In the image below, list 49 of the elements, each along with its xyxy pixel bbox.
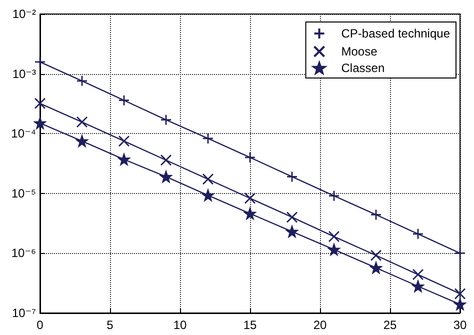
point	[286, 226, 298, 238]
point	[454, 288, 466, 300]
point	[370, 250, 382, 262]
x-tick-label: 25	[383, 318, 397, 332]
point	[370, 262, 382, 274]
legend-label: Moose	[341, 44, 378, 58]
point	[34, 98, 46, 110]
point	[76, 116, 88, 128]
point	[286, 211, 298, 223]
x-tick-label: 20	[313, 318, 327, 332]
point	[160, 171, 172, 182]
point	[370, 209, 382, 220]
point	[244, 192, 256, 204]
x-tick-label: 15	[243, 318, 257, 332]
point	[118, 135, 130, 147]
point	[286, 171, 298, 182]
point	[34, 56, 46, 68]
point	[202, 173, 214, 185]
point	[202, 132, 214, 144]
point	[76, 135, 88, 147]
point	[202, 190, 214, 201]
point	[76, 75, 88, 87]
x-tick-label: 0	[36, 318, 44, 332]
point	[118, 154, 130, 166]
legend-label: Classen	[341, 61, 385, 75]
x-tick-label: 5	[106, 318, 114, 332]
x-tick-label: 10	[173, 318, 187, 332]
y-tick-label: 10⁻⁴	[11, 126, 36, 141]
point	[412, 268, 424, 280]
point	[454, 298, 466, 310]
point	[160, 154, 172, 166]
point	[118, 94, 130, 106]
point	[328, 190, 340, 202]
point	[328, 244, 340, 256]
y-tick-label: 10⁻³	[12, 66, 36, 81]
point	[160, 114, 172, 126]
legend-label: CP-based technique	[341, 26, 450, 40]
point	[412, 228, 424, 240]
y-tick-label: 10⁻²	[12, 7, 36, 21]
point	[34, 117, 46, 129]
point	[328, 230, 340, 242]
point	[244, 208, 256, 220]
point	[412, 280, 424, 292]
y-tick-label: 10⁻⁷	[12, 306, 36, 320]
point	[244, 152, 256, 164]
y-tick-label: 10⁻⁶	[11, 246, 36, 260]
x-tick-label: 30	[453, 318, 467, 332]
point	[454, 248, 466, 259]
y-tick-label: 10⁻⁵	[11, 186, 36, 200]
